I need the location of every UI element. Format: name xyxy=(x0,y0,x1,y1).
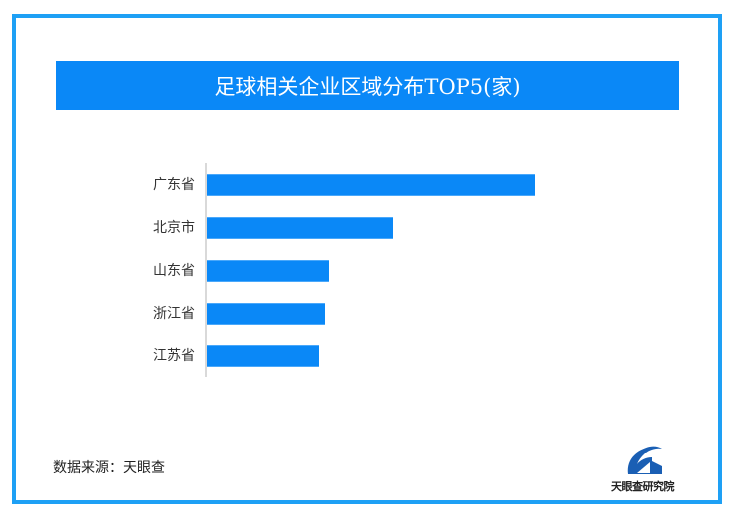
bar-row: 江苏省 xyxy=(0,345,730,367)
category-label: 江苏省 xyxy=(153,348,195,364)
logo-text: 天眼查研究院 xyxy=(611,480,675,493)
bar xyxy=(207,217,393,239)
data-source-note: 数据来源：天眼查 xyxy=(53,460,165,476)
chart-title-banner: 足球相关企业区域分布TOP5(家) xyxy=(56,61,679,110)
bar xyxy=(207,303,325,325)
category-label: 广东省 xyxy=(153,177,195,193)
chart-title: 足球相关企业区域分布TOP5(家) xyxy=(214,74,521,99)
tianyancha-logo-icon xyxy=(627,446,662,474)
y-axis-line xyxy=(205,163,207,377)
category-label: 北京市 xyxy=(153,220,195,236)
category-label: 山东省 xyxy=(153,263,195,279)
category-label: 浙江省 xyxy=(153,306,195,322)
bar-row: 北京市 xyxy=(0,217,730,239)
bar-row: 山东省 xyxy=(0,260,730,282)
bar xyxy=(207,174,535,196)
bar-row: 浙江省 xyxy=(0,303,730,325)
bar xyxy=(207,260,329,282)
bar xyxy=(207,345,319,367)
bar-row: 广东省 xyxy=(0,174,730,196)
